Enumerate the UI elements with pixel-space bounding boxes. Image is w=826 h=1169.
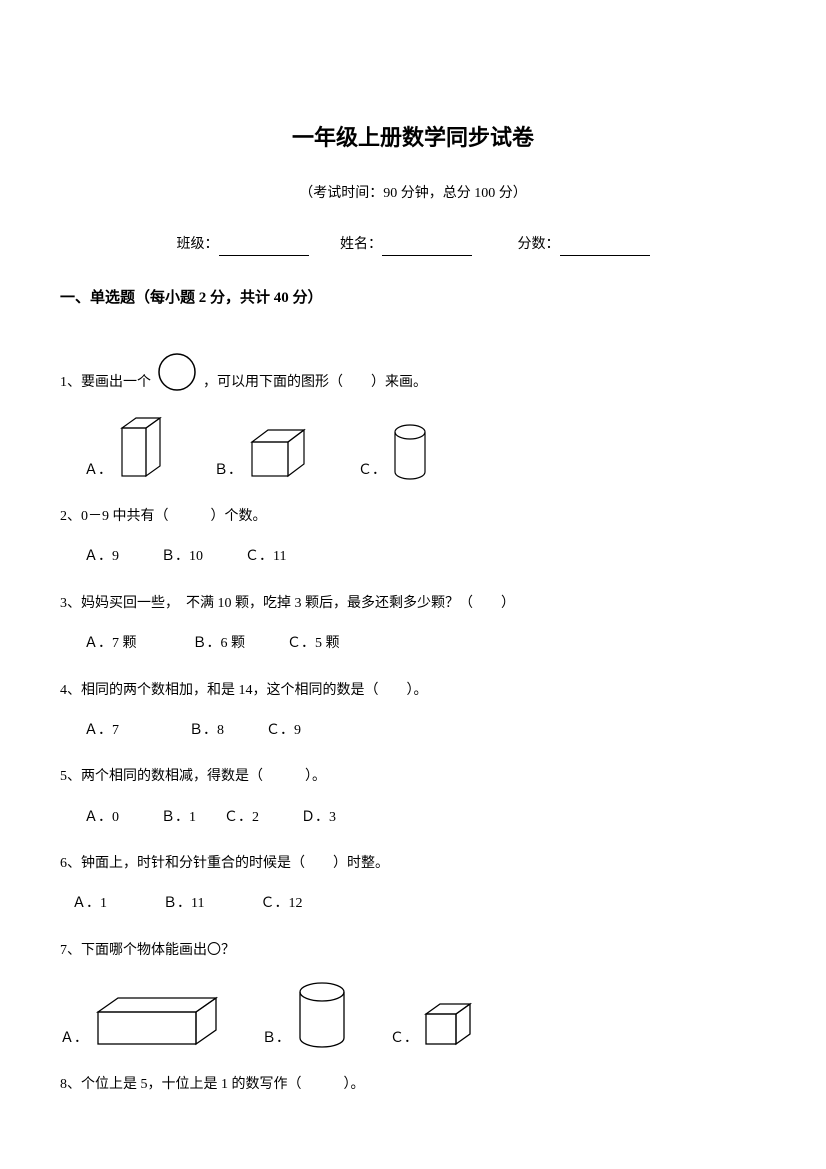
q7-option-a: Ａ． <box>60 994 222 1050</box>
class-blank <box>219 240 309 256</box>
question-5: 5、两个相同的数相减，得数是（ ）。 Ａ．0 Ｂ．1 Ｃ．2 Ｄ．3 <box>60 766 766 829</box>
q7-option-c: Ｃ． <box>390 1000 476 1050</box>
q5-options: Ａ．0 Ｂ．1 Ｃ．2 Ｄ．3 <box>84 807 766 829</box>
question-3: 3、妈妈买回一些， 不满 10 颗，吃掉 3 颗后，最多还剩多少颗？（ ） Ａ．… <box>60 593 766 656</box>
q7-text: 7、下面哪个物体能画出〇？ <box>60 940 766 962</box>
q7-option-b: Ｂ． <box>262 980 350 1050</box>
q3-options: Ａ．7 颗 Ｂ．6 颗 Ｃ．5 颗 <box>84 633 766 655</box>
exam-subtitle: （考试时间：90 分钟，总分 100 分） <box>60 183 766 205</box>
question-1: 1、要画出一个 ，可以用下面的图形（ ）来画。 Ａ． Ｂ． <box>60 350 766 482</box>
class-label: 班级： <box>177 237 219 252</box>
name-blank <box>382 240 472 256</box>
section-header: 一、单选题（每小题 2 分，共计 40 分） <box>60 286 766 310</box>
q4-text: 4、相同的两个数相加，和是 14，这个相同的数是（ ）。 <box>60 680 766 702</box>
q1-c-label: Ｃ． <box>358 460 386 482</box>
cylinder-icon <box>390 422 430 482</box>
score-blank <box>560 240 650 256</box>
q1-post: ，可以用下面的图形（ ）来画。 <box>203 372 427 394</box>
question-6: 6、钟面上，时针和分针重合的时候是（ ）时整。 Ａ．1 Ｂ．11 Ｃ．12 <box>60 853 766 916</box>
q5-text: 5、两个相同的数相减，得数是（ ）。 <box>60 766 766 788</box>
q1-pre: 1、要画出一个 <box>60 372 151 394</box>
cube-small-icon <box>422 1000 476 1050</box>
page-title: 一年级上册数学同步试卷 <box>60 120 766 155</box>
q2-options: Ａ．9 Ｂ．10 Ｃ．11 <box>84 546 766 568</box>
q6-options: Ａ．1 Ｂ．11 Ｃ．12 <box>72 893 766 915</box>
q1-option-b: Ｂ． <box>214 426 310 482</box>
cylinder-icon <box>294 980 350 1050</box>
info-line: 班级： 姓名： 分数： <box>60 234 766 256</box>
cube-icon <box>246 426 310 482</box>
question-8: 8、个位上是 5，十位上是 1 的数写作（ ）。 <box>60 1074 766 1096</box>
q7-a-label: Ａ． <box>60 1028 88 1050</box>
q6-text: 6、钟面上，时针和分针重合的时候是（ ）时整。 <box>60 853 766 875</box>
q1-b-label: Ｂ． <box>214 460 242 482</box>
q4-options: Ａ．7 Ｂ．8 Ｃ．9 <box>84 720 766 742</box>
q7-c-label: Ｃ． <box>390 1028 418 1050</box>
circle-icon <box>155 350 199 394</box>
score-label: 分数： <box>518 237 560 252</box>
question-7: 7、下面哪个物体能画出〇？ Ａ． Ｂ． <box>60 940 766 1050</box>
q7-b-label: Ｂ． <box>262 1028 290 1050</box>
name-label: 姓名： <box>340 237 382 252</box>
q3-text: 3、妈妈买回一些， 不满 10 颗，吃掉 3 颗后，最多还剩多少颗？（ ） <box>60 593 766 615</box>
q8-text: 8、个位上是 5，十位上是 1 的数写作（ ）。 <box>60 1074 766 1096</box>
q1-option-c: Ｃ． <box>358 422 430 482</box>
question-4: 4、相同的两个数相加，和是 14，这个相同的数是（ ）。 Ａ．7 Ｂ．8 Ｃ．9 <box>60 680 766 743</box>
q2-text: 2、0－9 中共有（ ）个数。 <box>60 506 766 528</box>
q1-a-label: Ａ． <box>84 460 112 482</box>
cuboid-tall-icon <box>116 412 166 482</box>
question-2: 2、0－9 中共有（ ）个数。 Ａ．9 Ｂ．10 Ｃ．11 <box>60 506 766 569</box>
cuboid-flat-icon <box>92 994 222 1050</box>
q1-option-a: Ａ． <box>84 412 166 482</box>
